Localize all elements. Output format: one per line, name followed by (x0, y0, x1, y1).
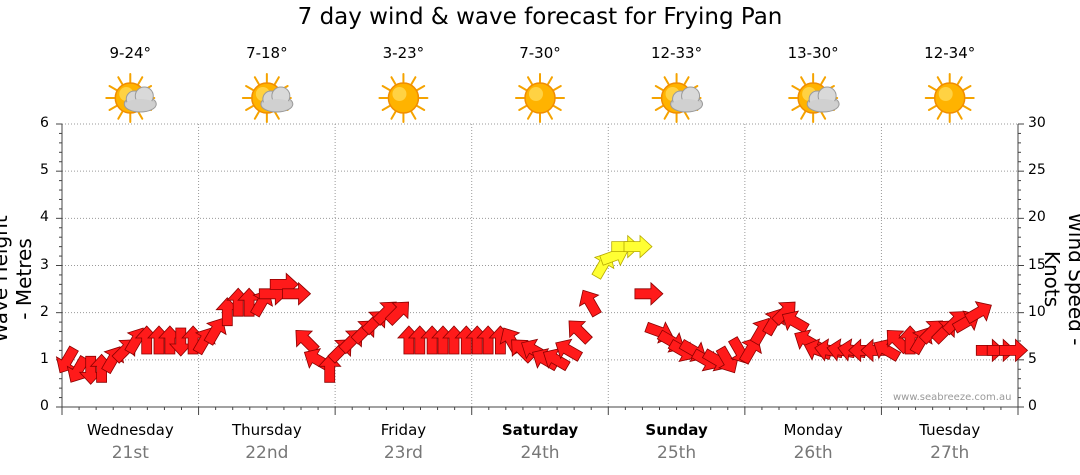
partly-cloudy-icon (105, 73, 157, 123)
temp-range: 13-30° (787, 44, 839, 62)
y-tick-label-left: 4 (40, 209, 49, 226)
sun-icon (924, 73, 975, 123)
y-tick-label-left: 2 (40, 303, 49, 320)
date-label: 26th (793, 443, 833, 463)
wind-arrow (578, 289, 602, 318)
y-tick-label-left: 3 (40, 256, 49, 273)
date-label: 24th (520, 443, 560, 463)
wind-arrow (568, 320, 593, 345)
day-label: Monday (783, 421, 843, 439)
y-tick-label-left: 1 (40, 350, 49, 367)
day-label: Thursday (231, 421, 302, 439)
wind-arrow (623, 234, 653, 259)
y-tick-label-right: 5 (1028, 350, 1037, 367)
wind-arrow (634, 281, 664, 306)
day-label: Sunday (645, 421, 708, 439)
y-tick-label-right: 25 (1028, 162, 1046, 179)
wind-arrow (203, 317, 227, 346)
wind-arrow (738, 336, 762, 365)
wind-arrow (555, 338, 584, 362)
date-label: 22nd (245, 443, 289, 463)
y-tick-label-right: 30 (1028, 115, 1046, 131)
date-label: 25th (657, 443, 697, 463)
y-tick-label-right: 0 (1028, 398, 1037, 414)
wind-arrow (999, 338, 1029, 363)
partly-cloudy-icon (241, 73, 294, 123)
wind-arrow (157, 325, 182, 355)
wind-arrow (295, 329, 320, 355)
y-tick-label-left: 6 (40, 115, 49, 131)
y-tick-label-right: 15 (1028, 256, 1046, 273)
wind-arrow (873, 338, 902, 362)
wind-arrow (282, 281, 312, 306)
day-label: Friday (380, 421, 427, 439)
day-label: Saturday (501, 421, 579, 439)
partly-cloudy-icon (651, 73, 704, 123)
partly-cloudy-icon (788, 73, 840, 123)
date-label: 27th (930, 443, 970, 463)
day-label: Wednesday (86, 421, 174, 439)
sun-icon (515, 73, 565, 123)
wind-arrow (55, 345, 79, 374)
y-tick-label-right: 20 (1028, 209, 1046, 226)
temp-range: 3-23° (382, 44, 425, 62)
y-tick-label-left: 0 (40, 398, 49, 414)
chart-title: 7 day wind & wave forecast for Frying Pa… (297, 4, 783, 30)
wind-arrow (384, 301, 410, 326)
temp-range: 12-33° (651, 44, 703, 62)
y-tick-label-right: 10 (1028, 303, 1046, 320)
sun-icon (378, 73, 429, 123)
wind-arrow (542, 348, 571, 372)
temp-range: 7-18° (246, 44, 288, 62)
wind-arrow (771, 301, 796, 326)
temp-range: 9-24° (109, 44, 152, 62)
wind-arrow (781, 310, 810, 334)
date-label: 23rd (383, 443, 423, 463)
date-label: 21st (111, 443, 149, 463)
wind-arrow (964, 301, 992, 325)
y-tick-label-left: 5 (40, 162, 49, 179)
wind-arrow (168, 327, 193, 357)
day-label: Tuesday (919, 421, 981, 439)
temp-range: 12-34° (924, 44, 976, 62)
temp-range: 7-30° (519, 44, 561, 62)
watermark: www.seabreeze.com.au (893, 392, 1012, 403)
